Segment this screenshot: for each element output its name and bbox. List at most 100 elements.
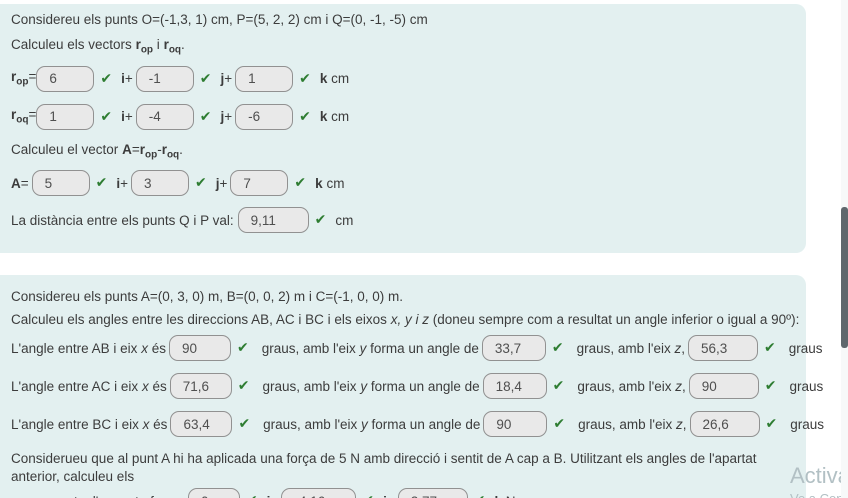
A-j-input[interactable] <box>131 170 190 197</box>
j-symbol: j <box>220 109 225 125</box>
q1-intro-text: Considereu els punts O=(-1,3, 1) cm, P=(… <box>11 12 428 27</box>
plus-sign: + <box>120 175 129 191</box>
text-segment: , <box>682 416 687 432</box>
plus-sign: + <box>124 109 133 125</box>
axis-z-italic: z <box>675 416 683 432</box>
roq-j-input[interactable] <box>135 103 194 130</box>
unit-text: N <box>506 494 516 498</box>
axis-x-italic: x <box>142 416 150 432</box>
vector-subscript: op <box>16 77 29 89</box>
text-segment: L'angle entre <box>11 340 92 356</box>
ac-x-angle-input[interactable] <box>169 373 232 399</box>
force-intro-text: Considerueu que al punt A hi ha aplicada… <box>11 451 757 484</box>
graus-label: graus <box>790 416 825 432</box>
vector-row-roq: roq= ✔ i+ ✔ j+ ✔ k cm <box>11 103 806 130</box>
j-plus-label: j+ <box>221 109 233 124</box>
correct-check-icon: ✔ <box>551 340 564 356</box>
text-segment: graus, amb l'eix <box>577 378 676 394</box>
text-segment: Calculeu els angles entre les direccions… <box>11 312 391 327</box>
i-symbol: i <box>267 494 271 498</box>
angle-ac-label: L'angle entre AC i eix x és <box>11 379 167 394</box>
bc-x-angle-input[interactable] <box>170 411 233 437</box>
angle-bc-label: L'angle entre BC i eix x és <box>11 417 167 432</box>
A-i-input[interactable] <box>31 170 90 197</box>
text-segment: (doneu sempre com a resultat un angle in… <box>428 312 800 327</box>
correct-check-icon: ✔ <box>299 70 311 87</box>
A-k-input[interactable] <box>230 170 289 197</box>
text-segment: graus, amb l'eix <box>261 340 360 356</box>
question-block-angles: Considereu els punts A=(0, 3, 0) m, B=(0… <box>0 275 824 498</box>
equals-sign: = <box>131 141 140 157</box>
vector-r-symbol: r <box>11 107 17 123</box>
text-segment: . <box>181 37 185 52</box>
text-segment: i eix <box>111 416 143 432</box>
vector-r-symbol: r <box>139 141 145 157</box>
ab-x-angle-input[interactable] <box>168 335 231 361</box>
equals-sign: = <box>20 175 29 191</box>
distance-input[interactable] <box>237 207 309 234</box>
vector-subscript: oq <box>168 44 182 56</box>
correct-check-icon: ✔ <box>199 70 212 87</box>
text-segment: graus, amb l'eix <box>262 378 361 394</box>
distance-label: La distància entre els punts Q i P val: <box>11 212 234 228</box>
text-segment: graus, amb l'eix <box>576 340 675 356</box>
angle-y-text: graus, amb l'eix y forma un angle de <box>263 417 480 432</box>
i-symbol: i <box>121 109 125 125</box>
text-segment: , <box>682 378 686 394</box>
angle-z-text: graus, amb l'eix z, <box>577 379 685 394</box>
force-j-input[interactable] <box>281 488 357 498</box>
watermark-line2: Ve a Conf <box>790 491 848 498</box>
ab-z-angle-input[interactable] <box>688 335 759 361</box>
rop-i-input[interactable] <box>36 65 95 92</box>
angle-row-ac: L'angle entre AC i eix x és ✔ graus, amb… <box>11 373 823 399</box>
axis-y-italic: y <box>359 340 367 356</box>
graus-label: graus <box>788 340 823 356</box>
correct-check-icon: ✔ <box>246 493 258 498</box>
text-segment: forma un angle de <box>366 340 479 356</box>
angle-y-text: graus, amb l'eix y forma un angle de <box>262 341 479 356</box>
unit-text: cm <box>331 109 350 125</box>
vector-subscript: oq <box>166 149 180 161</box>
q2-intro-text: Considereu els punts A=(0, 3, 0) m, B=(0… <box>11 289 404 304</box>
correct-check-icon: ✔ <box>195 175 207 192</box>
vector-subscript: oq <box>16 115 29 127</box>
i-plus-label: i+ <box>121 109 133 124</box>
direction-label: BC <box>92 416 112 432</box>
vector-subscript: op <box>144 149 158 161</box>
force-k-input[interactable] <box>397 488 468 498</box>
scrollbar[interactable] <box>841 0 848 498</box>
i-plus-label: i+ <box>267 494 279 498</box>
ac-y-angle-input[interactable] <box>482 373 547 399</box>
correct-check-icon: ✔ <box>237 378 250 394</box>
plus-sign: + <box>387 494 395 498</box>
roq-label: roq= <box>11 107 36 126</box>
i-plus-label: i+ <box>121 71 133 86</box>
ac-z-angle-input[interactable] <box>688 373 759 399</box>
text-segment: és <box>147 340 166 356</box>
force-i-input[interactable] <box>187 488 240 498</box>
j-symbol: j <box>383 494 387 498</box>
vector-r-symbol: r <box>135 37 141 52</box>
scrollbar-thumb[interactable] <box>841 207 848 348</box>
correct-check-icon: ✔ <box>362 493 374 498</box>
distance-row: La distància entre els punts Q i P val: … <box>11 207 806 234</box>
bc-y-angle-input[interactable] <box>483 411 548 437</box>
k-unit-label: k cm <box>315 176 344 191</box>
i-plus-label: i+ <box>116 176 128 191</box>
vector-A-symbol: A <box>122 141 132 157</box>
ab-y-angle-input[interactable] <box>481 335 546 361</box>
q1-calc-A-text: Calculeu el vector A=rop-roq. <box>11 141 806 165</box>
rop-j-input[interactable] <box>135 65 194 92</box>
bc-z-angle-input[interactable] <box>689 411 760 437</box>
roq-i-input[interactable] <box>36 103 95 130</box>
text-segment: . <box>179 141 183 157</box>
text-segment: L'angle entre <box>11 378 92 394</box>
vector-row-A: A= ✔ i+ ✔ j+ ✔ k cm <box>11 170 806 197</box>
roq-k-input[interactable] <box>235 103 294 130</box>
k-symbol: k <box>319 109 328 125</box>
correct-check-icon: ✔ <box>764 378 777 394</box>
axis-y-italic: y <box>360 378 368 394</box>
rop-k-input[interactable] <box>235 65 294 92</box>
plus-sign: + <box>124 71 133 87</box>
correct-check-icon: ✔ <box>314 212 327 229</box>
